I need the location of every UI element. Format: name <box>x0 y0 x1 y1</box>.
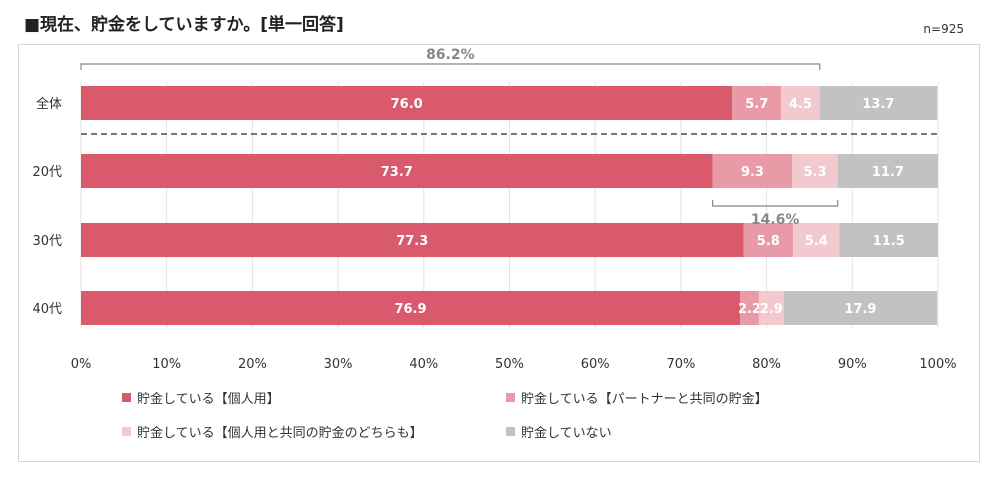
legend-label-partner: 貯金している【パートナーと共同の貯金】 <box>521 392 768 407</box>
data-label: 76.9 <box>394 302 426 317</box>
bar-segment-none <box>839 223 938 257</box>
data-label: 9.3 <box>741 165 764 180</box>
data-label: 5.8 <box>757 234 780 249</box>
x-tick-label: 50% <box>495 357 524 372</box>
bar-segment-personal <box>81 154 713 188</box>
data-label: 77.3 <box>396 234 428 249</box>
legend-item-none: 貯金していない <box>506 422 612 441</box>
bar-segment-personal <box>81 223 744 257</box>
bar-segment-partner <box>712 154 793 188</box>
annotation-bracket <box>712 200 839 207</box>
data-label: 11.7 <box>872 165 904 180</box>
legend-swatch-none <box>506 427 515 436</box>
x-tick-label: 100% <box>919 357 956 372</box>
bar-segment-both <box>758 291 784 325</box>
annotation-label: 86.2% <box>426 47 475 63</box>
legend-label-none: 貯金していない <box>521 426 612 441</box>
category-label: 20代 <box>32 165 62 180</box>
x-tick-label: 90% <box>838 357 867 372</box>
annotation-label: 14.6% <box>751 212 800 228</box>
x-tick-label: 20% <box>238 357 267 372</box>
legend-label-both: 貯金している【個人用と共同の貯金のどちらも】 <box>137 426 423 441</box>
bar-segment-partner <box>743 223 794 257</box>
x-tick-label: 80% <box>752 357 781 372</box>
bar-segment-partner <box>740 291 759 325</box>
bar-segment-none <box>837 154 938 188</box>
x-tick-label: 0% <box>71 357 92 372</box>
data-label: 2.9 <box>760 302 783 317</box>
x-tick-label: 10% <box>152 357 181 372</box>
bar-segment-none <box>819 86 938 120</box>
bar-segment-both <box>792 154 838 188</box>
data-label: 73.7 <box>381 165 413 180</box>
data-label: 5.3 <box>804 165 827 180</box>
data-label: 5.7 <box>745 97 768 112</box>
annotation-bracket <box>80 63 821 70</box>
data-label: 17.9 <box>844 302 876 317</box>
x-tick-label: 60% <box>581 357 610 372</box>
data-label: 11.5 <box>873 234 905 249</box>
chart-legend: 貯金している【個人用】 貯金している【パートナーと共同の貯金】 貯金している【個… <box>122 388 962 448</box>
data-label: 5.4 <box>805 234 828 249</box>
legend-item-personal: 貯金している【個人用】 <box>122 388 280 407</box>
sample-size-label: n=925 <box>923 22 964 36</box>
bar-segment-both <box>793 223 840 257</box>
bar-segment-none <box>783 291 938 325</box>
bar-segment-both <box>781 86 820 120</box>
data-label: 4.5 <box>789 97 812 112</box>
x-tick-label: 70% <box>666 357 695 372</box>
category-label: 40代 <box>32 302 62 317</box>
legend-swatch-personal <box>122 393 131 402</box>
legend-swatch-both <box>122 427 131 436</box>
x-tick-label: 30% <box>324 357 353 372</box>
data-label: 2.2 <box>738 302 761 317</box>
category-label: 全体 <box>36 96 62 112</box>
legend-swatch-partner <box>506 393 515 402</box>
category-label: 30代 <box>32 234 62 249</box>
legend-item-partner: 貯金している【パートナーと共同の貯金】 <box>506 388 768 407</box>
data-label: 76.0 <box>391 97 423 112</box>
data-label: 13.7 <box>862 97 894 112</box>
legend-item-both: 貯金している【個人用と共同の貯金のどちらも】 <box>122 422 423 441</box>
bar-segment-personal <box>81 86 733 120</box>
bar-segment-partner <box>732 86 782 120</box>
x-tick-label: 40% <box>409 357 438 372</box>
chart-panel <box>18 44 980 462</box>
bar-segment-personal <box>81 291 741 325</box>
chart-title: ■現在、貯金をしていますか。[単一回答] <box>24 15 344 35</box>
legend-label-personal: 貯金している【個人用】 <box>137 392 280 407</box>
